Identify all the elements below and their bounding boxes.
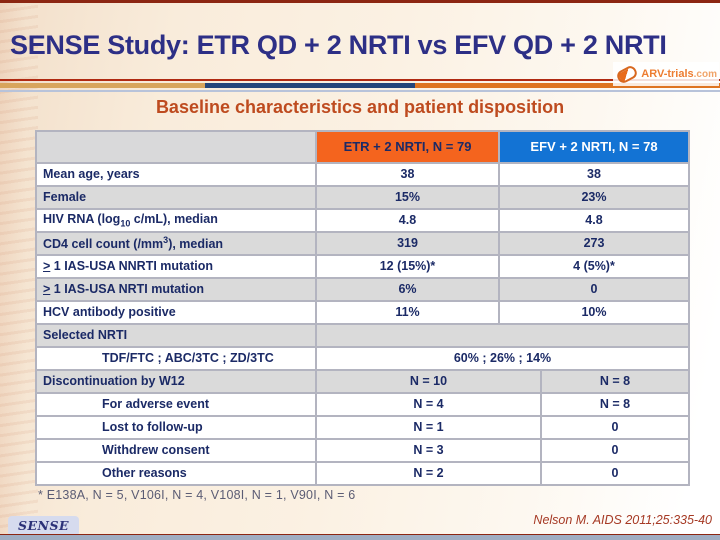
table-row-hcv: HCV antibody positive 11% 10%: [35, 300, 690, 325]
divider-segment-tan: [0, 83, 205, 88]
etr-value: N = 2: [315, 461, 542, 486]
row-label: Other reasons: [35, 461, 317, 486]
reference-citation: Nelson M. AIDS 2011;25:335-40: [533, 513, 712, 527]
table-row-nnrti-mutation: > 1 IAS-USA NNRTI mutation 12 (15%)* 4 (…: [35, 254, 690, 279]
row-label: TDF/FTC ; ABC/3TC ; ZD/3TC: [35, 346, 317, 371]
row-label: > 1 IAS-USA NRTI mutation: [35, 277, 317, 302]
logo-suffix: .com: [693, 68, 717, 80]
logo-text: ARV-trials: [641, 68, 694, 80]
etr-value: 6%: [315, 277, 500, 302]
etr-value: 38: [315, 162, 500, 187]
row-label: Withdrew consent: [35, 438, 317, 463]
etr-value: 4.8: [315, 208, 500, 233]
row-label: Mean age, years: [35, 162, 317, 187]
table-row-lost-followup: Lost to follow-up N = 1 0: [35, 415, 690, 440]
row-label: > 1 IAS-USA NNRTI mutation: [35, 254, 317, 279]
etr-value: N = 1: [315, 415, 542, 440]
header-efv-arm: EFV + 2 NRTI, N = 78: [498, 130, 690, 164]
arv-trials-logo: ARV-trials .com: [613, 62, 719, 86]
efv-value: 0: [540, 415, 690, 440]
etr-value: 12 (15%)*: [315, 254, 500, 279]
efv-value: 0: [498, 277, 690, 302]
etr-value: 15%: [315, 185, 500, 210]
etr-value: N = 4: [315, 392, 542, 417]
row-label: For adverse event: [35, 392, 317, 417]
slide-top-border: [0, 0, 720, 3]
table-header-row: ETR + 2 NRTI, N = 79 EFV + 2 NRTI, N = 7…: [35, 130, 690, 164]
efv-value: 273: [498, 231, 690, 256]
slide-bottom-border: [0, 534, 720, 540]
etr-value: N = 10: [315, 369, 542, 394]
mutation-footnote: * E138A, N = 5, V106I, N = 4, V108I, N =…: [38, 488, 356, 502]
efv-value: 10%: [498, 300, 690, 325]
sense-study-badge: SENSE: [8, 516, 80, 536]
row-label: HCV antibody positive: [35, 300, 317, 325]
efv-value: 0: [540, 461, 690, 486]
divider-segment-orange: [415, 83, 720, 88]
left-texture-strip: [0, 0, 38, 540]
table-row-cd4: CD4 cell count (/mm3), median 319 273: [35, 231, 690, 256]
table-row-adverse-event: For adverse event N = 4 N = 8: [35, 392, 690, 417]
combined-value: 60% ; 26% ; 14%: [315, 346, 690, 371]
table-row-other-reasons: Other reasons N = 2 0: [35, 461, 690, 486]
table-row-nrti-split: TDF/FTC ; ABC/3TC ; ZD/3TC 60% ; 26% ; 1…: [35, 346, 690, 371]
etr-value: 11%: [315, 300, 500, 325]
efv-value: 4.8: [498, 208, 690, 233]
etr-value: N = 3: [315, 438, 542, 463]
header-etr-arm: ETR + 2 NRTI, N = 79: [315, 130, 500, 164]
table-row-selected-nrti: Selected NRTI: [35, 323, 690, 348]
table-row-female: Female 15% 23%: [35, 185, 690, 210]
table-row-discontinuation: Discontinuation by W12 N = 10 N = 8: [35, 369, 690, 394]
row-label: HIV RNA (log10 c/mL), median: [35, 208, 317, 233]
section-label: Selected NRTI: [35, 323, 317, 348]
row-label: Female: [35, 185, 317, 210]
divider-gray-line: [0, 90, 720, 92]
divider-red-line: [0, 79, 720, 81]
efv-value: 0: [540, 438, 690, 463]
efv-value: 4 (5%)*: [498, 254, 690, 279]
slide-subtitle: Baseline characteristics and patient dis…: [155, 97, 565, 117]
divider-segment-navy: [205, 83, 415, 88]
pill-icon: [615, 63, 640, 85]
row-label: Discontinuation by W12: [35, 369, 317, 394]
empty-cell: [315, 323, 690, 348]
efv-value: 38: [498, 162, 690, 187]
efv-value: 23%: [498, 185, 690, 210]
slide-title: SENSE Study: ETR QD + 2 NRTI vs EFV QD +…: [10, 30, 667, 60]
table-row-nrti-mutation: > 1 IAS-USA NRTI mutation 6% 0: [35, 277, 690, 302]
etr-value: 319: [315, 231, 500, 256]
row-label: Lost to follow-up: [35, 415, 317, 440]
efv-value: N = 8: [540, 392, 690, 417]
table-row-hiv-rna: HIV RNA (log10 c/mL), median 4.8 4.8: [35, 208, 690, 233]
divider-tricolor-line: [0, 83, 720, 88]
row-label: CD4 cell count (/mm3), median: [35, 231, 317, 256]
table-row-withdrew-consent: Withdrew consent N = 3 0: [35, 438, 690, 463]
baseline-table: ETR + 2 NRTI, N = 79 EFV + 2 NRTI, N = 7…: [35, 130, 690, 486]
header-blank-cell: [35, 130, 317, 164]
efv-value: N = 8: [540, 369, 690, 394]
table-row-mean-age: Mean age, years 38 38: [35, 162, 690, 187]
